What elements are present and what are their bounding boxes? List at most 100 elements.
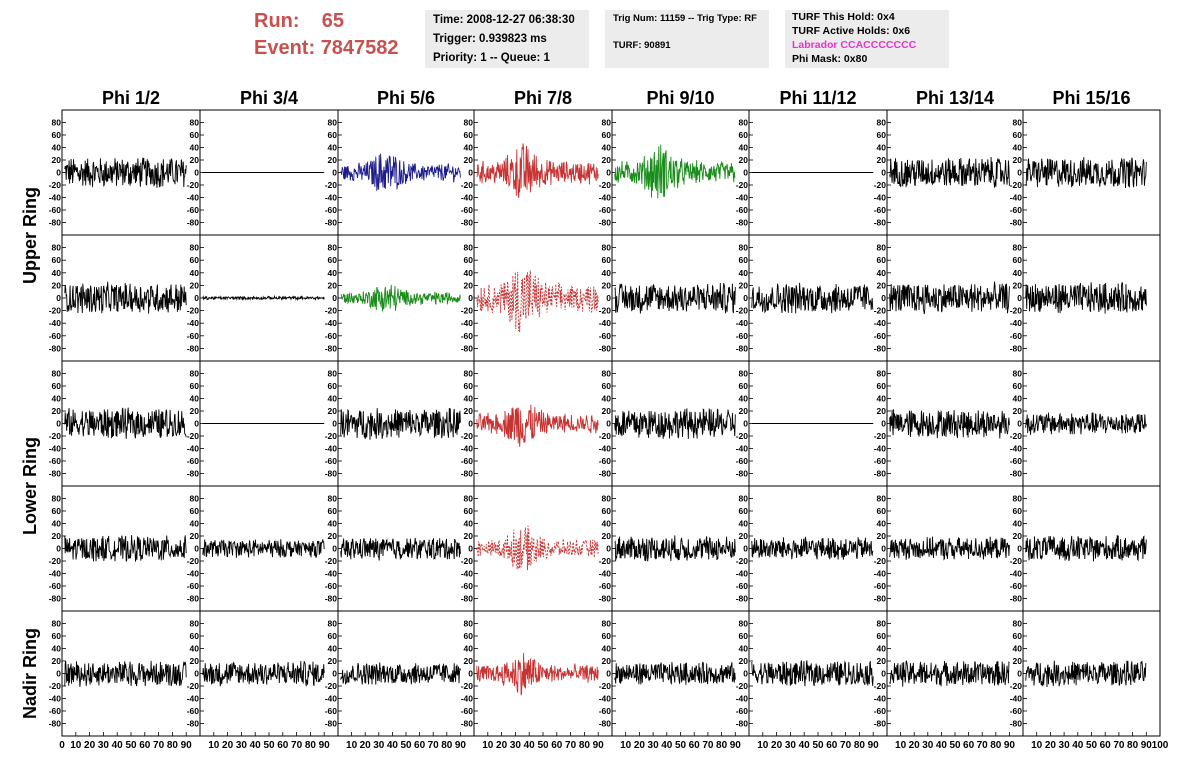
y-tick-label: 60 — [52, 255, 62, 265]
y-tick-label: 20 — [328, 280, 338, 290]
y-tick-label: -80 — [1010, 218, 1023, 228]
y-tick-label: 60 — [328, 381, 338, 391]
y-tick-label: -40 — [461, 694, 474, 704]
y-tick-label: 0 — [1017, 293, 1022, 303]
y-tick-label: 40 — [602, 519, 612, 529]
y-tick-label: 40 — [328, 519, 338, 529]
y-tick-label: -60 — [187, 205, 200, 215]
y-tick-label: 0 — [194, 293, 199, 303]
x-tick-label: 30 — [1059, 740, 1071, 751]
x-tick-label: 60 — [689, 740, 701, 751]
y-tick-label: -60 — [187, 706, 200, 716]
waveform-series — [1025, 660, 1147, 688]
y-tick-label: 20 — [328, 656, 338, 666]
y-tick-label: -80 — [187, 218, 200, 228]
y-tick-label: 40 — [328, 394, 338, 404]
y-tick-label: -80 — [599, 469, 612, 479]
y-tick-label: 80 — [877, 369, 887, 379]
y-tick-label: 80 — [52, 243, 62, 253]
y-tick-label: -60 — [49, 331, 62, 341]
y-tick-label: -40 — [187, 318, 200, 328]
x-tick-label: 80 — [167, 740, 179, 751]
y-tick-label: 0 — [56, 293, 61, 303]
y-tick-label: 0 — [56, 419, 61, 429]
waveform-series — [1025, 157, 1147, 189]
y-tick-label: 80 — [877, 118, 887, 128]
x-tick-label: 60 — [139, 740, 151, 751]
y-tick-label: 80 — [602, 243, 612, 253]
y-tick-label: 60 — [739, 381, 749, 391]
x-tick-label: 30 — [648, 740, 660, 751]
y-tick-label: 80 — [190, 118, 200, 128]
y-tick-label: -40 — [1010, 193, 1023, 203]
waveform-series — [476, 404, 599, 447]
y-tick-label: 0 — [743, 293, 748, 303]
y-tick-label: 40 — [602, 644, 612, 654]
x-tick-label: 40 — [1072, 740, 1084, 751]
turf-this-hold-text: TURF This Hold: 0x4 — [792, 11, 895, 23]
waveform-series — [614, 408, 736, 439]
y-tick-label: 80 — [877, 243, 887, 253]
waveform-series — [64, 660, 187, 687]
y-tick-label: -80 — [49, 343, 62, 353]
y-tick-label: -40 — [461, 444, 474, 454]
y-tick-label: 60 — [190, 381, 200, 391]
y-tick-label: -20 — [599, 306, 612, 316]
y-tick-label: -80 — [461, 218, 474, 228]
y-tick-label: 40 — [1013, 644, 1023, 654]
y-tick-label: 40 — [464, 268, 474, 278]
x-tick-label: 40 — [250, 740, 262, 751]
x-tick-label: 0 — [59, 740, 65, 751]
x-tick-label: 10 — [620, 740, 632, 751]
y-tick-label: -60 — [325, 456, 338, 466]
y-tick-label: 0 — [332, 293, 337, 303]
y-tick-label: -20 — [736, 431, 749, 441]
y-tick-label: -60 — [325, 581, 338, 591]
x-tick-label: 60 — [277, 740, 289, 751]
x-tick-label: 10 — [757, 740, 769, 751]
y-tick-label: 60 — [739, 130, 749, 140]
y-tick-label: -40 — [874, 694, 887, 704]
y-tick-label: 80 — [328, 494, 338, 504]
y-tick-label: -40 — [1010, 318, 1023, 328]
y-tick-label: 80 — [602, 619, 612, 629]
y-tick-label: 60 — [52, 381, 62, 391]
y-tick-label: 0 — [468, 168, 473, 178]
y-tick-label: 80 — [52, 619, 62, 629]
x-tick-label: 40 — [936, 740, 948, 751]
y-tick-label: -80 — [874, 469, 887, 479]
x-tick-label: 70 — [1113, 740, 1125, 751]
y-tick-label: 0 — [1017, 168, 1022, 178]
x-tick-label: 20 — [771, 740, 783, 751]
y-tick-label: -60 — [599, 581, 612, 591]
y-tick-label: -40 — [49, 444, 62, 454]
y-tick-label: -60 — [1010, 205, 1023, 215]
y-tick-label: 0 — [743, 544, 748, 554]
x-tick-label: 80 — [716, 740, 728, 751]
x-tick-label: 90 — [1004, 740, 1016, 751]
trigger-text: Trigger: 0.939823 ms — [433, 33, 547, 45]
waveform-series — [340, 537, 461, 561]
y-tick-label: 80 — [190, 619, 200, 629]
y-tick-label: -40 — [187, 694, 200, 704]
y-tick-label: 80 — [190, 494, 200, 504]
y-tick-label: 40 — [739, 143, 749, 153]
x-tick-label: 70 — [153, 740, 165, 751]
y-tick-label: -60 — [736, 581, 749, 591]
y-tick-label: 80 — [877, 619, 887, 629]
y-tick-label: 40 — [52, 519, 62, 529]
x-tick-label: 70 — [702, 740, 714, 751]
run-label: Run: — [254, 10, 300, 32]
waveform-series — [202, 661, 325, 687]
column-header: Phi 3/4 — [240, 88, 298, 108]
y-tick-label: -60 — [874, 706, 887, 716]
y-tick-label: -60 — [1010, 706, 1023, 716]
y-tick-label: -60 — [187, 581, 200, 591]
y-tick-label: 0 — [881, 293, 886, 303]
y-tick-label: -20 — [49, 180, 62, 190]
y-tick-label: -40 — [874, 569, 887, 579]
y-tick-label: 20 — [602, 656, 612, 666]
y-tick-label: -80 — [1010, 343, 1023, 353]
y-tick-label: 80 — [1013, 118, 1023, 128]
y-tick-label: 0 — [606, 544, 611, 554]
